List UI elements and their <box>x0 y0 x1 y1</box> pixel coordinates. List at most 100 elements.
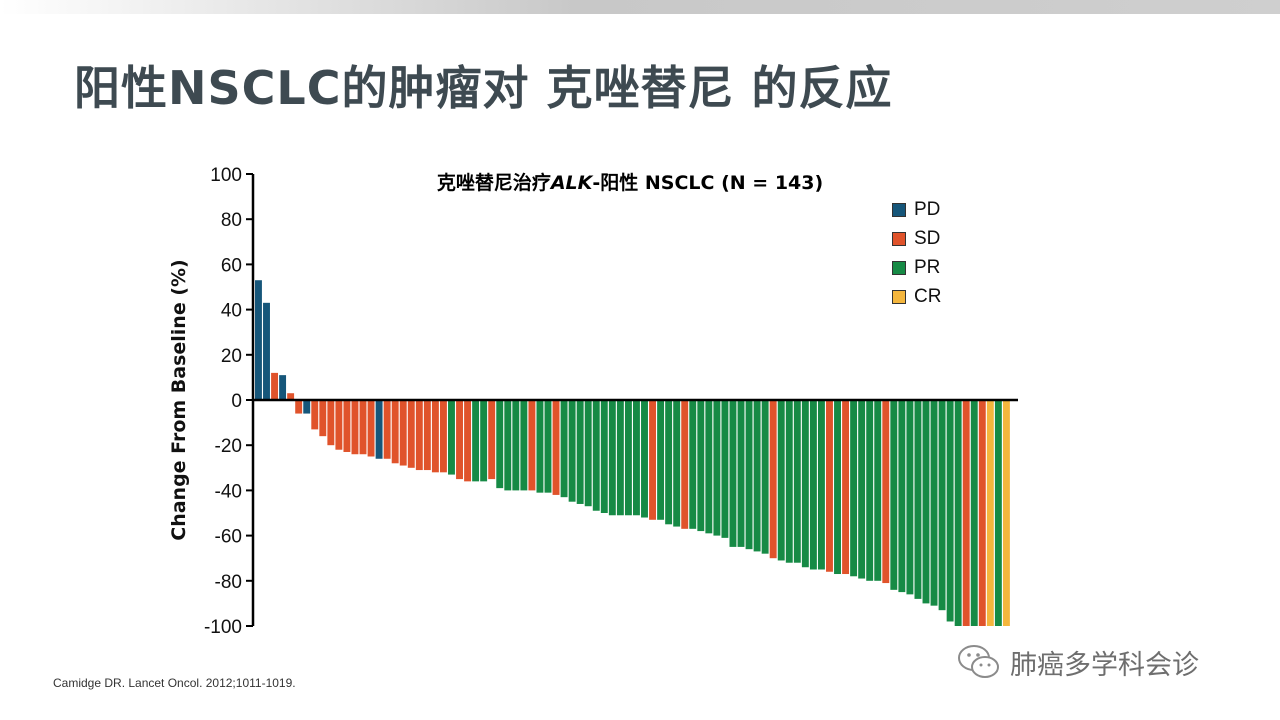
legend-item-sd: SD <box>892 224 941 253</box>
bar-pr <box>994 400 1002 626</box>
bar-pd <box>303 400 311 414</box>
bar-pr <box>954 400 962 626</box>
bar-pr <box>600 400 608 513</box>
bar-pr <box>448 400 455 475</box>
chart-title-part-2: ALK <box>550 172 593 194</box>
bar-sd <box>319 400 327 437</box>
bar-pd <box>263 302 270 400</box>
bar-sd <box>488 400 496 480</box>
y-tick-label: 60 <box>221 255 242 276</box>
chart-title-part-3: -阳性 NSCLC (N = 143) <box>592 172 824 194</box>
bar-sd <box>287 393 295 400</box>
bar-sd <box>431 400 439 473</box>
axes-group: 100 80 60 40 20 0 -20 -40 -60 -80 -100 <box>204 165 1018 638</box>
bar-pr <box>874 400 882 581</box>
bar-sd <box>383 400 391 459</box>
bar-sd <box>399 400 407 466</box>
bar-pr <box>665 400 673 525</box>
bar-sd <box>552 400 560 495</box>
chart-title: 克唑替尼治疗ALK-阳性 NSCLC (N = 143) <box>350 168 910 195</box>
legend-swatch-pr <box>892 260 906 275</box>
bar-pr <box>633 400 640 516</box>
bar-pr <box>713 400 721 536</box>
bars-group <box>255 280 1010 626</box>
slide-title: 阳性NSCLC的肿瘤对 克唑替尼 的反应 <box>74 61 893 115</box>
bar-pr <box>673 400 681 527</box>
legend-item-cr: CR <box>892 282 941 311</box>
bar-sd <box>359 400 367 455</box>
bar-pr <box>504 400 512 491</box>
bar-pr <box>657 400 665 520</box>
bar-pd <box>279 375 287 400</box>
bar-sd <box>842 400 850 575</box>
y-tick-label: -60 <box>215 527 242 548</box>
bar-pr <box>616 400 624 516</box>
bar-pr <box>793 400 801 563</box>
legend-item-pr: PR <box>892 253 941 282</box>
bar-pr <box>898 400 906 593</box>
bar-pr <box>697 400 705 532</box>
bar-sd <box>391 400 399 464</box>
bar-pr <box>906 400 914 595</box>
bar-pr <box>520 400 528 491</box>
bar-sd <box>311 400 319 430</box>
bar-sd <box>649 400 657 520</box>
bar-pr <box>858 400 866 579</box>
bar-sd <box>335 400 343 450</box>
bar-pr <box>745 400 753 550</box>
y-tick-label: -40 <box>215 481 242 502</box>
bar-sd <box>351 400 359 455</box>
bar-pr <box>512 400 520 491</box>
bar-pr <box>560 400 568 498</box>
bar-sd <box>826 400 833 572</box>
bar-pr <box>641 400 648 518</box>
legend-label-pr: PR <box>914 256 941 278</box>
bar-sd <box>423 400 431 471</box>
bar-sd <box>407 400 415 468</box>
bar-sd <box>271 372 279 400</box>
citation: Camidge DR. Lancet Oncol. 2012;1011-1019… <box>53 676 296 690</box>
bar-pr <box>689 400 697 529</box>
watermark: 肺癌多学科会诊 <box>956 642 1199 682</box>
bar-sd <box>367 400 375 457</box>
y-tick-label: 80 <box>221 210 242 231</box>
bar-pr <box>753 400 761 552</box>
bar-pr <box>721 400 729 538</box>
legend-swatch-sd <box>892 231 906 246</box>
bar-sd <box>464 400 472 482</box>
bar-pr <box>608 400 616 516</box>
bar-sd <box>528 400 536 491</box>
bar-pr <box>761 400 769 554</box>
bar-pd <box>375 400 383 459</box>
legend-item-pd: PD <box>892 195 941 224</box>
bar-pr <box>938 400 946 611</box>
bar-pr <box>568 400 576 502</box>
wechat-icon <box>958 645 999 678</box>
bar-pr <box>922 400 930 604</box>
bar-sd <box>415 400 423 471</box>
legend-label-cr: CR <box>914 285 942 307</box>
bar-pr <box>890 400 898 590</box>
bar-pr <box>624 400 632 516</box>
bar-pr <box>496 400 504 489</box>
bar-sd <box>978 400 986 626</box>
bar-pr <box>777 400 785 561</box>
bar-cr <box>986 400 994 626</box>
watermark-text: 肺癌多学科会诊 <box>1010 649 1199 681</box>
bar-pr <box>817 400 825 570</box>
bar-sd <box>882 400 890 584</box>
bar-pr <box>801 400 809 568</box>
bar-pr <box>472 400 480 482</box>
y-tick-label: 100 <box>210 165 242 186</box>
legend-swatch-pd <box>892 202 906 217</box>
y-tick-label: 20 <box>221 346 242 367</box>
chart-legend: PD SD PR CR <box>892 195 941 311</box>
bar-cr <box>1002 400 1010 626</box>
bar-pr <box>737 400 745 547</box>
bar-sd <box>769 400 777 559</box>
bar-pr <box>729 400 737 547</box>
bar-pr <box>809 400 817 570</box>
y-axis-label: Change From Baseline (%) <box>168 259 190 540</box>
y-tick-label: 0 <box>231 391 242 412</box>
